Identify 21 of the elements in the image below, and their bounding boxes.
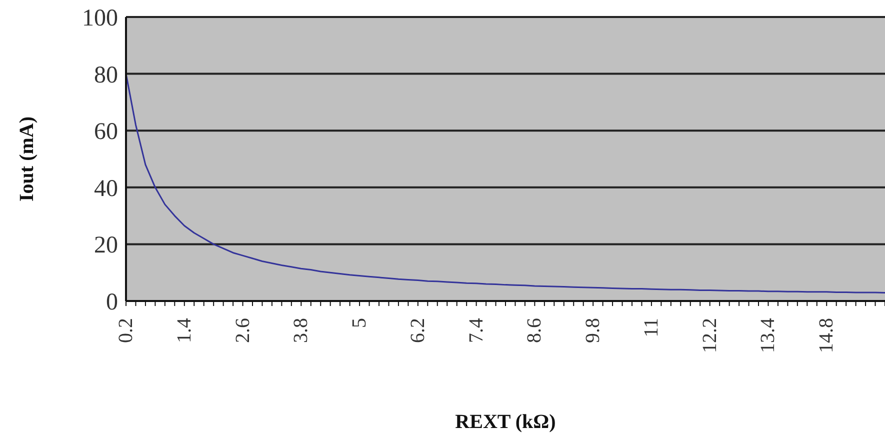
- y-tick-label: 0: [106, 290, 118, 316]
- y-axis-title: Iout (mA): [16, 116, 38, 202]
- x-tick-label: 9.8: [582, 318, 604, 343]
- x-axis-title: REXT (kΩ): [455, 411, 556, 433]
- x-tick-label: 5: [348, 318, 371, 328]
- x-tick-label: 1.4: [173, 318, 196, 343]
- y-tick-label: 100: [82, 6, 118, 32]
- x-tick-label: 12.2: [698, 318, 721, 353]
- y-tick-label: 20: [94, 232, 118, 259]
- x-tick-label: 0.2: [115, 318, 137, 343]
- y-tick-label: 40: [94, 176, 118, 202]
- x-tick-label: 6.2: [406, 318, 429, 343]
- x-tick-label: 3.8: [290, 318, 312, 343]
- x-tick-label: 2.6: [232, 318, 254, 343]
- y-tick-label: 60: [94, 119, 118, 146]
- x-tick-label: 14.8: [816, 318, 838, 353]
- x-tick-label: 8.6: [524, 318, 546, 343]
- x-tick-label: 7.4: [465, 318, 488, 343]
- x-tick-label: 11: [640, 318, 662, 338]
- x-tick-label: 13.4: [757, 318, 780, 353]
- y-tick-label: 80: [94, 62, 118, 88]
